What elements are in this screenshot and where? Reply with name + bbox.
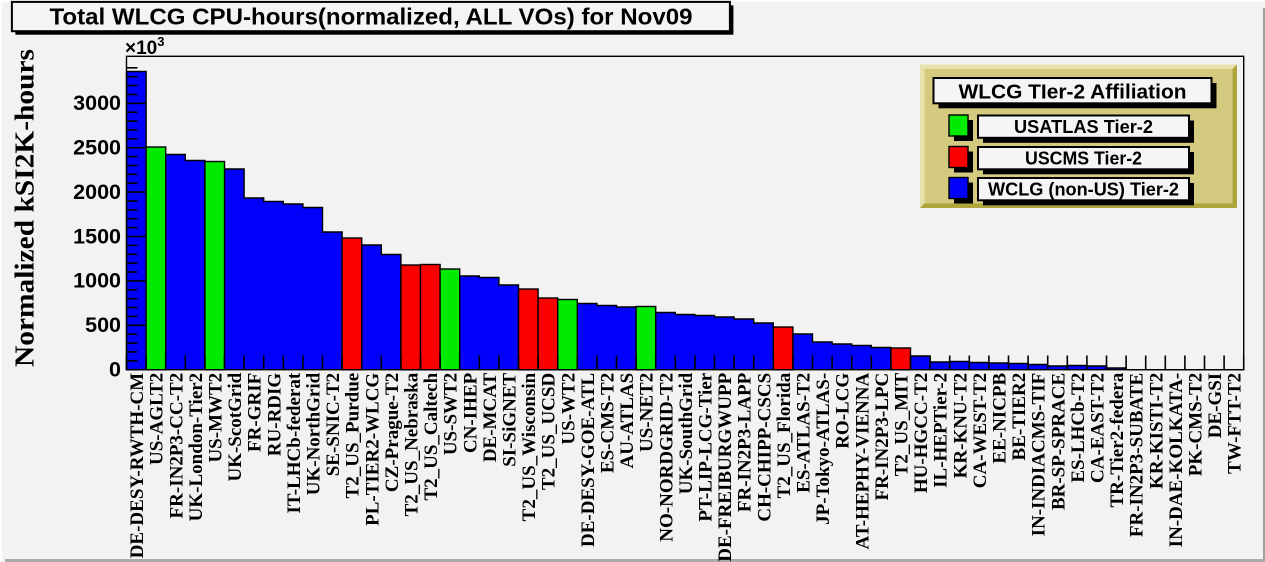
svg-text:CZ-Prague-T2: CZ-Prague-T2 bbox=[382, 373, 403, 492]
svg-text:DE-DESY-RWTH-CM: DE-DESY-RWTH-CM bbox=[127, 373, 148, 559]
svg-text:IN-INDIACMS-TIF: IN-INDIACMS-TIF bbox=[1029, 373, 1050, 537]
svg-text:FR-IN2P3-LPC: FR-IN2P3-LPC bbox=[872, 373, 893, 501]
svg-text:T2_US_Nebraska: T2_US_Nebraska bbox=[402, 372, 423, 516]
svg-text:0: 0 bbox=[109, 358, 121, 382]
svg-text:EE-NICPB: EE-NICPB bbox=[990, 372, 1011, 463]
svg-text:USATLAS Tier-2: USATLAS Tier-2 bbox=[1014, 117, 1153, 137]
svg-text:BR-SP-SPRACE: BR-SP-SPRACE bbox=[1048, 373, 1069, 510]
svg-text:Total WLCG CPU-hours(normalize: Total WLCG CPU-hours(normalized, ALL VOs… bbox=[50, 4, 693, 30]
svg-text:US-WT2: US-WT2 bbox=[558, 373, 579, 445]
svg-text:UK-ScotGrid: UK-ScotGrid bbox=[225, 372, 246, 481]
svg-text:FR-IN2P3-CC-T2: FR-IN2P3-CC-T2 bbox=[166, 373, 187, 519]
svg-text:WLCG TIer-2 Affiliation: WLCG TIer-2 Affiliation bbox=[959, 82, 1187, 104]
svg-text:HU-HGCC-T2: HU-HGCC-T2 bbox=[911, 373, 932, 493]
svg-text:FR-GRIF: FR-GRIF bbox=[245, 373, 266, 452]
svg-text:ES-CMS-T2: ES-CMS-T2 bbox=[598, 373, 619, 473]
svg-text:Normalized kSI2K-hours: Normalized kSI2K-hours bbox=[10, 49, 40, 367]
svg-text:AU-ATLAS: AU-ATLAS bbox=[617, 373, 638, 469]
svg-text:PL-TIER2-WLCG: PL-TIER2-WLCG bbox=[362, 373, 383, 526]
svg-text:T2_US_UCSD: T2_US_UCSD bbox=[539, 373, 560, 490]
svg-text:IT-LHCb-federat: IT-LHCb-federat bbox=[284, 372, 305, 513]
svg-text:T2_US_Purdue: T2_US_Purdue bbox=[343, 373, 364, 499]
svg-text:1000: 1000 bbox=[73, 269, 121, 293]
svg-text:PT-LIP-LCG-Tier: PT-LIP-LCG-Tier bbox=[696, 372, 717, 521]
svg-text:DE-DESY-GOE-ATL: DE-DESY-GOE-ATL bbox=[578, 373, 599, 547]
svg-text:WCLG (non-US) Tier-2: WCLG (non-US) Tier-2 bbox=[988, 179, 1179, 199]
svg-text:DE-GSI: DE-GSI bbox=[1205, 373, 1226, 438]
svg-text:CN-IHEP: CN-IHEP bbox=[460, 372, 481, 453]
svg-text:US-NET2: US-NET2 bbox=[637, 373, 658, 452]
svg-text:JP-Tokyo-ATLAS-: JP-Tokyo-ATLAS- bbox=[813, 373, 834, 525]
svg-text:BE-TIER2: BE-TIER2 bbox=[1009, 373, 1030, 461]
svg-text:T2_US_Florida: T2_US_Florida bbox=[774, 372, 795, 498]
svg-text:SI-SiGNET: SI-SiGNET bbox=[500, 372, 521, 466]
svg-text:USCMS Tier-2: USCMS Tier-2 bbox=[1025, 148, 1142, 168]
svg-text:500: 500 bbox=[85, 313, 121, 337]
svg-text:TR-Tier2-federa: TR-Tier2-federa bbox=[1107, 372, 1128, 507]
svg-text:US-SWT2: US-SWT2 bbox=[441, 373, 462, 455]
svg-text:CH-CHIPP-CSCS: CH-CHIPP-CSCS bbox=[754, 373, 775, 522]
svg-text:FR-IN2P3-LAPP: FR-IN2P3-LAPP bbox=[735, 372, 756, 512]
svg-text:DE-MCAT: DE-MCAT bbox=[480, 372, 501, 462]
svg-text:US-MWT2: US-MWT2 bbox=[206, 373, 227, 463]
svg-text:T2_US_Wisconsin: T2_US_Wisconsin bbox=[519, 372, 540, 521]
svg-text:FR-IN2P3-SUBATE: FR-IN2P3-SUBATE bbox=[1127, 373, 1148, 537]
svg-text:IN-DAE-KOLKATA-: IN-DAE-KOLKATA- bbox=[1166, 373, 1187, 548]
svg-text:ES-ATLAS-T2: ES-ATLAS-T2 bbox=[794, 373, 815, 493]
svg-text:CA-EAST-T2: CA-EAST-T2 bbox=[1088, 373, 1109, 483]
svg-text:1500: 1500 bbox=[73, 224, 121, 248]
svg-text:T2_US_Caltech: T2_US_Caltech bbox=[421, 372, 442, 500]
svg-text:3000: 3000 bbox=[73, 91, 121, 115]
svg-text:TW-FTT-T2: TW-FTT-T2 bbox=[1225, 373, 1246, 474]
svg-text:DE-FREIBURGWUPP: DE-FREIBURGWUPP bbox=[715, 372, 736, 561]
svg-text:UK-London-Tier2: UK-London-Tier2 bbox=[186, 373, 207, 522]
svg-text:RU-RDIG: RU-RDIG bbox=[264, 373, 285, 457]
svg-text:PK-CMS-T2: PK-CMS-T2 bbox=[1186, 373, 1207, 476]
svg-text:KR-KISTI-T2: KR-KISTI-T2 bbox=[1146, 373, 1167, 489]
svg-text:KR-KNU-T2: KR-KNU-T2 bbox=[950, 373, 971, 479]
svg-text:RO-LCG: RO-LCG bbox=[833, 373, 854, 449]
svg-text:SE-SNIC-T2: SE-SNIC-T2 bbox=[323, 373, 344, 476]
svg-text:AT-HEPHY-VIENNA: AT-HEPHY-VIENNA bbox=[852, 373, 873, 550]
svg-text:US-AGLT2: US-AGLT2 bbox=[147, 373, 168, 465]
svg-text:CA-WEST-T2: CA-WEST-T2 bbox=[970, 373, 991, 488]
svg-text:2500: 2500 bbox=[73, 136, 121, 160]
svg-text:IL-HEPTier-2: IL-HEPTier-2 bbox=[931, 373, 952, 488]
svg-text:T2_US_MIT: T2_US_MIT bbox=[892, 372, 913, 476]
svg-text:2000: 2000 bbox=[73, 180, 121, 204]
svg-text:NO-NORDGRID-T2: NO-NORDGRID-T2 bbox=[656, 373, 677, 542]
svg-text:UK-SouthGrid: UK-SouthGrid bbox=[676, 372, 697, 494]
svg-text:ES-LHCb-T2: ES-LHCb-T2 bbox=[1068, 373, 1089, 483]
svg-text:UK-NorthGrid: UK-NorthGrid bbox=[304, 372, 325, 495]
